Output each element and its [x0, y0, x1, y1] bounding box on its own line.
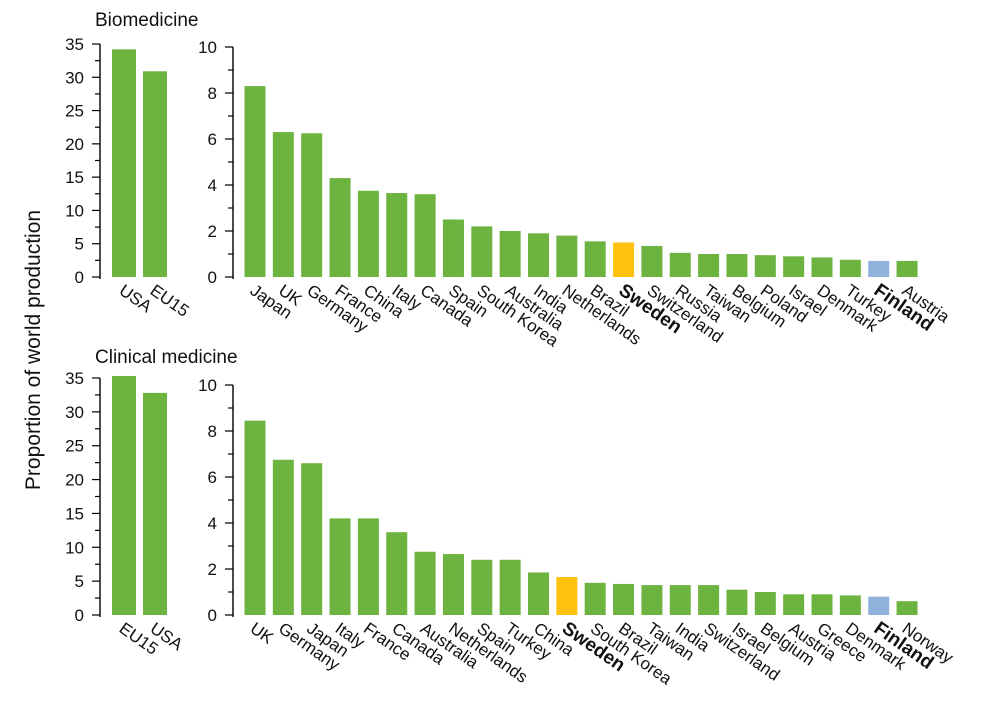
bar-turkey — [499, 559, 521, 615]
y-axis-label: Proportion of world production — [22, 210, 45, 490]
bar-brazil — [613, 583, 635, 615]
y-tick-label: 6 — [208, 130, 217, 149]
y-tick-label: 6 — [208, 468, 217, 487]
panel-title-biomedicine: Biomedicine — [95, 10, 199, 31]
bar-china — [357, 190, 379, 277]
bar-sweden — [556, 577, 578, 615]
y-tick-label: 20 — [65, 471, 84, 490]
y-tick-label: 2 — [208, 222, 217, 241]
y-tick-label: 4 — [208, 514, 217, 533]
bar-canada — [414, 194, 436, 277]
bar-switzerland — [641, 245, 663, 277]
bar-finland — [868, 260, 890, 277]
bar-france — [357, 518, 379, 615]
bar-eu15 — [143, 71, 167, 278]
bar-india — [669, 585, 691, 615]
bar-italy — [386, 193, 408, 277]
bar-eu15 — [112, 375, 136, 615]
bar-austria — [783, 594, 805, 615]
y-tick-label: 0 — [208, 606, 217, 625]
y-tick-label: 10 — [198, 376, 217, 395]
y-tick-label: 8 — [208, 84, 217, 103]
category-label-usa: USA — [116, 281, 156, 317]
y-tick-label: 35 — [65, 369, 84, 388]
y-tick-label: 25 — [65, 102, 84, 121]
bar-japan — [244, 86, 266, 277]
bar-south-korea — [471, 226, 493, 277]
bar-denmark — [811, 257, 833, 277]
bar-israel — [783, 256, 805, 277]
bar-italy — [329, 518, 351, 615]
y-tick-label: 35 — [65, 35, 84, 54]
y-tick-label: 10 — [65, 538, 84, 557]
bar-canada — [386, 532, 408, 615]
bar-south-korea — [584, 582, 606, 615]
bar-australia — [499, 231, 521, 277]
category-label-eu15: EU15 — [147, 281, 193, 321]
bar-finland — [868, 596, 890, 615]
bar-spain — [442, 219, 464, 277]
y-tick-label: 0 — [75, 606, 84, 625]
bar-sweden — [613, 242, 635, 277]
y-tick-label: 20 — [65, 135, 84, 154]
y-tick-label: 30 — [65, 403, 84, 422]
bar-turkey — [839, 259, 861, 277]
bar-netherlands — [556, 235, 578, 277]
y-tick-label: 4 — [208, 176, 217, 195]
bar-spain — [471, 559, 493, 615]
y-tick-label: 5 — [75, 235, 84, 254]
y-tick-label: 8 — [208, 422, 217, 441]
bar-japan — [301, 463, 323, 615]
bar-uk — [244, 420, 266, 615]
bar-belgium — [754, 592, 776, 615]
bar-taiwan — [641, 585, 663, 615]
y-tick-label: 15 — [65, 504, 84, 523]
bar-denmark — [839, 595, 861, 615]
bar-germany — [272, 459, 294, 615]
bar-germany — [301, 133, 323, 277]
bar-australia — [414, 551, 436, 615]
bar-austria — [896, 260, 918, 277]
bar-netherlands — [442, 554, 464, 615]
y-tick-label: 15 — [65, 168, 84, 187]
bar-uk — [272, 132, 294, 277]
panel-title-clinical-medicine: Clinical medicine — [95, 347, 238, 368]
bar-usa — [143, 392, 167, 615]
y-tick-label: 5 — [75, 572, 84, 591]
bar-usa — [112, 49, 136, 277]
bar-greece — [811, 594, 833, 615]
y-tick-label: 25 — [65, 437, 84, 456]
bar-china — [528, 572, 549, 615]
bar-norway — [896, 601, 918, 615]
y-tick-label: 0 — [208, 268, 217, 287]
y-tick-label: 10 — [65, 201, 84, 220]
y-tick-label: 10 — [198, 38, 217, 57]
panel-clinical-medicine: Clinical medicine 05101520253035EU15USA0… — [65, 347, 957, 689]
category-label-uk: UK — [247, 619, 278, 648]
bar-india — [528, 233, 549, 277]
bar-poland — [754, 255, 776, 277]
bar-taiwan — [698, 254, 720, 277]
y-tick-label: 0 — [75, 268, 84, 287]
bar-belgium — [726, 254, 748, 277]
bar-israel — [726, 589, 748, 615]
bar-switzerland — [698, 585, 720, 615]
bar-france — [329, 178, 351, 277]
bar-russia — [669, 252, 691, 277]
y-tick-label: 2 — [208, 560, 217, 579]
y-tick-label: 30 — [65, 68, 84, 87]
bar-brazil — [584, 241, 606, 277]
